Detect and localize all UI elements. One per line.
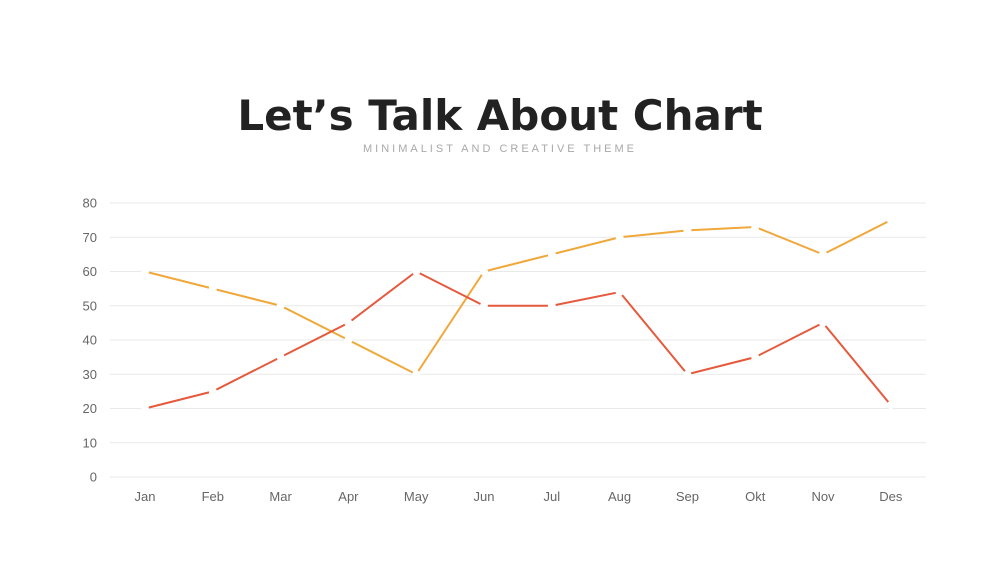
series-1	[141, 216, 895, 379]
series-line	[144, 270, 892, 410]
data-point	[344, 318, 353, 327]
y-tick-label: 70	[83, 230, 97, 245]
grid-lines	[110, 202, 926, 478]
data-point	[683, 370, 692, 379]
data-point	[683, 226, 692, 235]
data-point	[276, 353, 285, 362]
x-tick-label: Nov	[811, 489, 835, 504]
data-point	[819, 250, 827, 259]
y-tick-label: 80	[83, 196, 97, 211]
x-tick-label: Sep	[676, 489, 699, 504]
data-point	[412, 267, 421, 276]
data-point	[886, 216, 895, 225]
data-point	[208, 284, 217, 293]
x-tick-label: Mar	[269, 489, 292, 504]
data-point	[886, 401, 895, 410]
series-line	[144, 219, 892, 376]
series-2	[141, 267, 895, 413]
y-tick-label: 0	[90, 470, 97, 485]
y-tick-label: 20	[83, 401, 97, 416]
x-tick-label: Jul	[543, 489, 560, 504]
y-tick-label: 40	[83, 333, 97, 348]
series-lines	[141, 216, 895, 413]
slide-title: Let’s Talk About Chart	[237, 91, 763, 140]
x-axis-ticks: Jan Feb Mar Apr May Jun Jul Aug Sep Okt Nov Des	[135, 489, 903, 504]
data-point	[208, 387, 217, 396]
y-axis-ticks: 0 10 20 30 40 50 60 70 80	[83, 196, 97, 485]
x-tick-label: Apr	[338, 489, 359, 504]
x-tick-label: Aug	[608, 489, 631, 504]
data-point	[480, 267, 488, 276]
data-point	[480, 301, 488, 310]
data-point	[141, 267, 149, 276]
y-tick-label: 60	[83, 264, 97, 279]
data-point	[751, 222, 760, 231]
data-point	[547, 250, 556, 259]
y-tick-label: 50	[83, 298, 97, 313]
y-tick-label: 10	[83, 435, 97, 450]
x-tick-label: Jan	[135, 489, 156, 504]
x-tick-label: Jun	[474, 489, 495, 504]
x-tick-label: May	[404, 489, 429, 504]
data-point	[751, 353, 760, 362]
y-tick-label: 30	[83, 367, 97, 382]
x-tick-label: Okt	[745, 489, 766, 504]
data-point	[141, 404, 149, 413]
data-point	[276, 301, 285, 310]
x-tick-label: Feb	[202, 489, 224, 504]
data-point	[344, 336, 353, 344]
data-point	[615, 288, 624, 297]
slide-subtitle: MINIMALIST AND CREATIVE THEME	[362, 143, 638, 155]
data-point	[615, 233, 624, 242]
data-point	[819, 318, 827, 327]
data-point	[547, 301, 556, 310]
x-tick-label: Des	[879, 489, 903, 504]
data-point	[412, 370, 421, 379]
